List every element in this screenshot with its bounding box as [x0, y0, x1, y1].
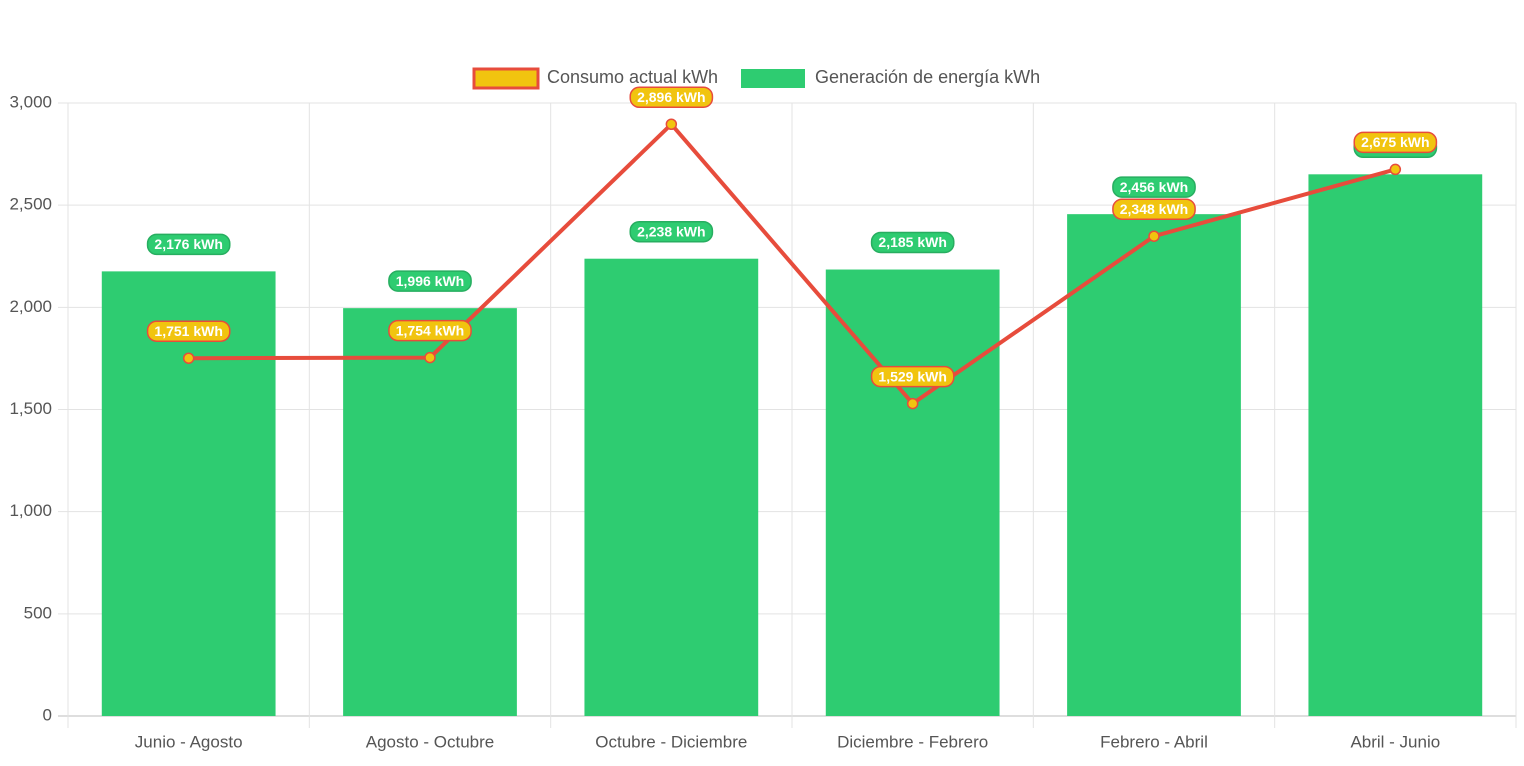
bar-data-label: 2,238 kWh: [637, 223, 705, 239]
line-data-label-bg: [146, 320, 231, 342]
line-point: [1148, 230, 1160, 242]
bar-data-label-bg: [146, 233, 231, 256]
y-tick-label: 2,500: [9, 195, 52, 214]
y-tick-label: 2,000: [9, 297, 52, 316]
legend-label-consumo: Consumo actual kWh: [547, 67, 718, 87]
bar: [343, 308, 517, 716]
x-tick-label: Febrero - Abril: [1100, 732, 1208, 751]
legend-swatch-generacion: [741, 69, 805, 88]
y-tick-label: 0: [43, 705, 52, 724]
line-data-label-bg: [1353, 131, 1438, 154]
line-data-label: 1,529 kWh: [878, 368, 946, 384]
bar-data-label: 1,996 kWh: [396, 273, 464, 289]
line-point: [1389, 163, 1402, 176]
axes: 0 500 1,000 1,500 2,000 2,500 3,000 Junio - Ago…: [9, 92, 1440, 751]
y-tick-label: 1,500: [9, 399, 52, 418]
line-point: [665, 118, 678, 131]
line-data-label: 2,348 kWh: [1120, 201, 1188, 217]
grid-lines: [58, 102, 1517, 728]
y-tick-label: 3,000: [9, 92, 52, 111]
bar-data-label-bg: [870, 231, 955, 254]
bar-data-label-bg: [388, 270, 472, 292]
line-data-label: 1,751 kWh: [154, 323, 222, 339]
line-point: [424, 351, 436, 364]
line-data-label-bg: [1112, 198, 1196, 220]
bar-data-label: 2,176 kWh: [154, 236, 222, 252]
data-labels: 2,176 kWh 1,996 kWh 2,238 kWh 2,185 kWh 2,45…: [146, 86, 1438, 388]
bar-data-label-bg: [629, 220, 714, 243]
line-data-label-bg: [629, 86, 714, 109]
line-point: [182, 352, 195, 364]
line-data-label: 1,754 kWh: [396, 322, 464, 338]
line-path: [188, 121, 1396, 407]
line-data-label: 2,675 kWh: [1361, 134, 1429, 150]
x-tick-label: Junio - Agosto: [135, 732, 243, 751]
x-tick-label: Abril - Junio: [1350, 732, 1440, 751]
bar: [584, 258, 759, 716]
legend: Consumo actual kWh Generación de energía …: [472, 67, 1040, 90]
legend-label-generacion: Generación de energía kWh: [815, 67, 1040, 87]
bars: [101, 174, 1483, 717]
line-data-label-bg: [870, 365, 955, 388]
line-data-label-bg: [388, 319, 472, 342]
bar: [1067, 214, 1241, 716]
line-data-label: 2,896 kWh: [637, 89, 705, 105]
y-tick-label: 1,000: [9, 501, 52, 520]
line-series: [182, 118, 1402, 410]
legend-swatch-consumo: [472, 67, 540, 90]
x-tick-label: Diciembre - Febrero: [837, 732, 988, 751]
bar-data-label: 2,456 kWh: [1120, 179, 1188, 195]
bar: [1308, 174, 1483, 717]
bar-data-label: 2,185 kWh: [878, 234, 946, 250]
y-tick-label: 500: [24, 603, 52, 622]
bar-data-label-bg: [1112, 176, 1196, 198]
line-point: [906, 397, 919, 410]
x-tick-label: Agosto - Octubre: [366, 732, 495, 751]
x-tick-label: Octubre - Diciembre: [595, 732, 747, 751]
bar: [825, 269, 1000, 716]
bar: [101, 271, 276, 716]
